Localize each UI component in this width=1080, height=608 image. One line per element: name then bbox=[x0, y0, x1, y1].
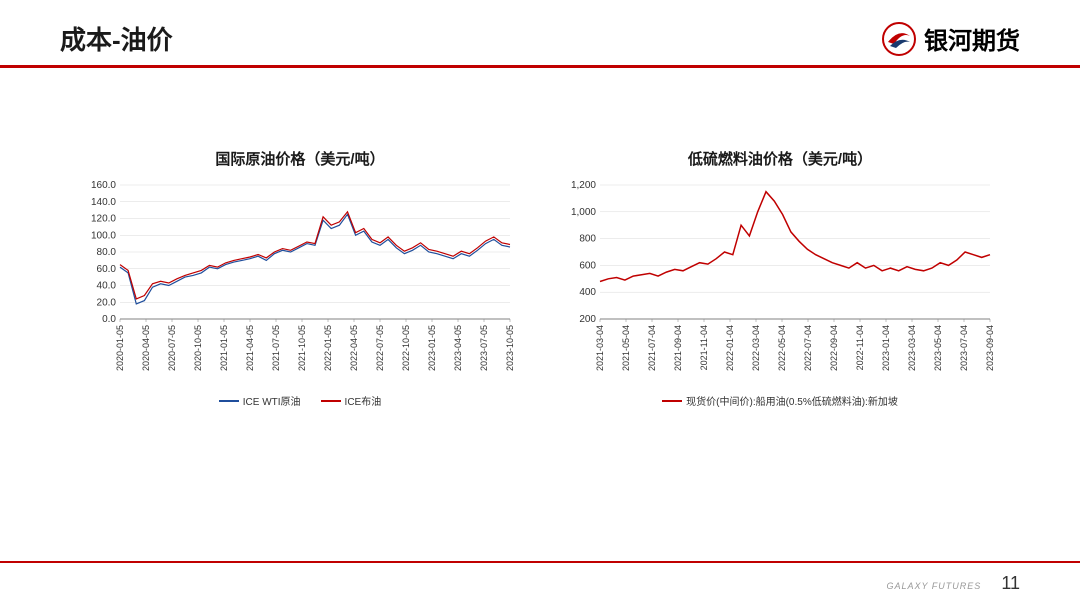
chart1-legend: ICE WTI原油 ICE布油 bbox=[80, 393, 520, 408]
legend-label: 现货价(中间价):船用油(0.5%低硫燃料油):新加坡 bbox=[686, 393, 898, 408]
chart-lsfo: 低硫燃料油价格（美元/吨） 200 400 600 800 1,000 1,200 2021… bbox=[560, 148, 1000, 408]
svg-text:20.0: 20.0 bbox=[97, 297, 117, 308]
svg-text:2023-03-04: 2023-03-04 bbox=[907, 325, 917, 371]
svg-text:2021-05-04: 2021-05-04 bbox=[621, 325, 631, 371]
svg-text:2021-10-05: 2021-10-05 bbox=[297, 325, 307, 371]
legend-item: 现货价(中间价):船用油(0.5%低硫燃料油):新加坡 bbox=[662, 393, 898, 408]
svg-text:2023-05-04: 2023-05-04 bbox=[933, 325, 943, 371]
svg-text:0.0: 0.0 bbox=[102, 314, 116, 325]
svg-text:2021-03-04: 2021-03-04 bbox=[595, 325, 605, 371]
chart2-title: 低硫燃料油价格（美元/吨） bbox=[560, 148, 1000, 169]
footer-brand: GALAXY FUTURES bbox=[886, 581, 981, 591]
svg-text:2020-04-05: 2020-04-05 bbox=[141, 325, 151, 371]
svg-text:2022-01-05: 2022-01-05 bbox=[323, 325, 333, 371]
svg-text:2020-01-05: 2020-01-05 bbox=[115, 325, 125, 371]
svg-text:2022-07-04: 2022-07-04 bbox=[803, 325, 813, 371]
svg-text:2022-11-04: 2022-11-04 bbox=[855, 325, 865, 370]
galaxy-logo-icon bbox=[882, 22, 916, 56]
legend-swatch bbox=[321, 400, 341, 402]
svg-text:120.0: 120.0 bbox=[91, 214, 116, 225]
svg-text:140.0: 140.0 bbox=[91, 197, 116, 208]
svg-text:2022-10-05: 2022-10-05 bbox=[401, 325, 411, 371]
svg-text:2021-07-05: 2021-07-05 bbox=[271, 325, 281, 371]
svg-text:2022-03-04: 2022-03-04 bbox=[751, 325, 761, 371]
header: 成本-油价 银河期货 bbox=[0, 0, 1080, 65]
page-title: 成本-油价 bbox=[60, 20, 173, 57]
svg-text:400: 400 bbox=[579, 287, 596, 298]
svg-text:2023-01-04: 2023-01-04 bbox=[881, 325, 891, 371]
legend-label: ICE WTI原油 bbox=[243, 393, 301, 408]
svg-text:2023-09-04: 2023-09-04 bbox=[985, 325, 995, 371]
brand-logo: 银河期货 bbox=[882, 21, 1020, 56]
svg-text:60.0: 60.0 bbox=[97, 264, 117, 275]
svg-text:2022-04-05: 2022-04-05 bbox=[349, 325, 359, 371]
svg-text:2023-10-05: 2023-10-05 bbox=[505, 325, 515, 371]
svg-text:2022-05-04: 2022-05-04 bbox=[777, 325, 787, 371]
svg-text:160.0: 160.0 bbox=[91, 180, 116, 191]
charts-area: 国际原油价格（美元/吨） 0.0 20.0 40.0 60.0 80.0 100.0 120… bbox=[0, 68, 1080, 408]
svg-text:2021-07-04: 2021-07-04 bbox=[647, 325, 657, 371]
footer: GALAXY FUTURES 11 bbox=[0, 561, 1080, 608]
svg-text:80.0: 80.0 bbox=[97, 247, 117, 258]
chart1-title: 国际原油价格（美元/吨） bbox=[80, 148, 520, 169]
svg-text:2022-07-05: 2022-07-05 bbox=[375, 325, 385, 371]
svg-text:1,200: 1,200 bbox=[571, 180, 596, 191]
svg-text:2021-01-05: 2021-01-05 bbox=[219, 325, 229, 371]
legend-item: ICE WTI原油 bbox=[219, 393, 301, 408]
svg-text:2021-09-04: 2021-09-04 bbox=[673, 325, 683, 371]
legend-swatch bbox=[662, 400, 682, 402]
svg-text:2023-01-05: 2023-01-05 bbox=[427, 325, 437, 371]
svg-text:600: 600 bbox=[579, 260, 596, 271]
svg-text:2023-07-04: 2023-07-04 bbox=[959, 325, 969, 371]
svg-text:2020-10-05: 2020-10-05 bbox=[193, 325, 203, 371]
legend-item: ICE布油 bbox=[321, 393, 382, 408]
legend-swatch bbox=[219, 400, 239, 402]
svg-text:2022-09-04: 2022-09-04 bbox=[829, 325, 839, 371]
page-number: 11 bbox=[1001, 573, 1020, 594]
svg-text:2022-01-04: 2022-01-04 bbox=[725, 325, 735, 371]
svg-text:100.0: 100.0 bbox=[91, 230, 116, 241]
footer-divider bbox=[0, 561, 1080, 563]
svg-text:1,000: 1,000 bbox=[571, 207, 596, 218]
svg-text:2021-04-05: 2021-04-05 bbox=[245, 325, 255, 371]
chart1-svg: 0.0 20.0 40.0 60.0 80.0 100.0 120.0 140.0 160.0 2… bbox=[80, 179, 520, 389]
brand-logo-text: 银河期货 bbox=[924, 21, 1020, 56]
svg-text:2023-04-05: 2023-04-05 bbox=[453, 325, 463, 371]
chart2-legend: 现货价(中间价):船用油(0.5%低硫燃料油):新加坡 bbox=[560, 393, 1000, 408]
svg-text:40.0: 40.0 bbox=[97, 281, 117, 292]
svg-text:2023-07-05: 2023-07-05 bbox=[479, 325, 489, 371]
chart2-svg: 200 400 600 800 1,000 1,200 2021-03-04 2021-05-… bbox=[560, 179, 1000, 389]
chart-crude-oil: 国际原油价格（美元/吨） 0.0 20.0 40.0 60.0 80.0 100.0 120… bbox=[80, 148, 520, 408]
legend-label: ICE布油 bbox=[345, 393, 382, 408]
svg-text:2021-11-04: 2021-11-04 bbox=[699, 325, 709, 370]
svg-text:200: 200 bbox=[579, 314, 596, 325]
svg-text:800: 800 bbox=[579, 234, 596, 245]
svg-text:2020-07-05: 2020-07-05 bbox=[167, 325, 177, 371]
